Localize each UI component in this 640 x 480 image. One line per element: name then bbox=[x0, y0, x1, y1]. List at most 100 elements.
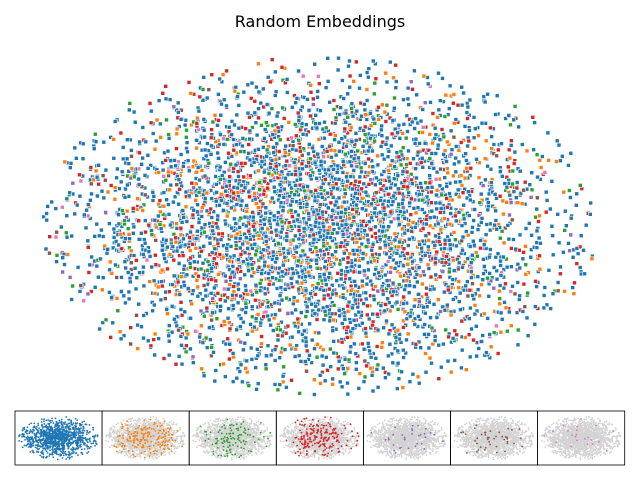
scatter-point bbox=[280, 262, 286, 268]
scatter-point bbox=[117, 186, 122, 191]
scatter-point bbox=[372, 206, 378, 211]
scatter-point bbox=[241, 319, 246, 325]
scatter-point bbox=[183, 189, 189, 195]
scatter-point bbox=[286, 220, 292, 225]
scatter-point bbox=[103, 317, 109, 323]
scatter-point bbox=[174, 182, 179, 187]
scatter-point bbox=[202, 229, 207, 235]
scatter-point bbox=[285, 282, 291, 288]
scatter-point bbox=[201, 283, 207, 288]
scatter-point bbox=[487, 332, 493, 337]
scatter-point bbox=[182, 283, 187, 288]
scatter-point bbox=[416, 291, 422, 297]
scatter-point bbox=[60, 269, 65, 275]
scatter-point bbox=[282, 286, 288, 292]
scatter-point bbox=[260, 145, 266, 150]
scatter-point bbox=[204, 345, 210, 350]
scatter-point bbox=[396, 122, 402, 128]
scatter-point bbox=[340, 170, 346, 175]
scatter-point bbox=[339, 268, 344, 273]
scatter-point bbox=[224, 68, 229, 74]
scatter-point bbox=[375, 153, 380, 159]
scatter-point bbox=[334, 278, 340, 283]
scatter-point bbox=[378, 186, 384, 192]
scatter-point bbox=[477, 200, 483, 205]
scatter-point bbox=[328, 235, 333, 240]
scatter-point bbox=[250, 328, 255, 334]
scatter-point bbox=[401, 263, 406, 269]
scatter-point bbox=[199, 323, 204, 329]
scatter-point bbox=[454, 243, 459, 249]
scatter-point bbox=[130, 206, 136, 211]
scatter-point bbox=[276, 241, 281, 246]
scatter-point bbox=[402, 216, 408, 221]
scatter-point bbox=[359, 113, 364, 119]
scatter-point bbox=[344, 183, 349, 189]
scatter-point bbox=[389, 158, 395, 163]
scatter-point bbox=[300, 248, 306, 254]
scatter-point bbox=[507, 212, 512, 218]
scatter-point bbox=[225, 336, 230, 342]
scatter-point bbox=[256, 211, 262, 216]
scatter-point bbox=[312, 346, 317, 352]
scatter-point bbox=[426, 299, 432, 305]
scatter-point bbox=[414, 92, 419, 98]
scatter-point bbox=[311, 237, 317, 242]
scatter-point bbox=[252, 191, 257, 196]
scatter-point bbox=[489, 146, 495, 151]
scatter-point bbox=[375, 162, 381, 168]
scatter-point bbox=[160, 243, 165, 248]
scatter-point bbox=[269, 195, 275, 201]
scatter-point bbox=[62, 262, 67, 267]
scatter-point bbox=[78, 178, 84, 184]
scatter-point bbox=[401, 325, 406, 330]
scatter-point bbox=[478, 220, 484, 225]
scatter-point bbox=[452, 358, 458, 363]
scatter-point bbox=[495, 351, 501, 356]
scatter-point bbox=[297, 390, 303, 396]
scatter-point bbox=[238, 215, 244, 221]
scatter-point bbox=[360, 251, 366, 256]
scatter-point bbox=[195, 202, 200, 207]
scatter-point bbox=[511, 237, 516, 242]
scatter-point bbox=[178, 307, 184, 312]
scatter-point bbox=[536, 235, 542, 241]
scatter-point bbox=[476, 346, 482, 351]
scatter-point bbox=[455, 187, 461, 193]
scatter-point bbox=[216, 272, 221, 277]
scatter-point bbox=[249, 357, 255, 362]
scatter-point bbox=[217, 164, 223, 170]
scatter-point bbox=[457, 290, 463, 296]
scatter-point bbox=[128, 341, 133, 347]
scatter-point bbox=[231, 284, 236, 289]
scatter-point bbox=[338, 215, 343, 220]
scatter-point bbox=[482, 156, 488, 161]
scatter-point bbox=[276, 149, 282, 154]
scatter-point bbox=[194, 121, 200, 126]
scatter-point bbox=[383, 119, 389, 124]
scatter-point bbox=[392, 126, 398, 132]
scatter-point bbox=[233, 162, 239, 168]
scatter-point bbox=[363, 330, 369, 336]
scatter-point bbox=[255, 346, 260, 352]
scatter-point bbox=[471, 337, 476, 343]
scatter-point bbox=[229, 119, 235, 124]
scatter-point bbox=[350, 236, 356, 242]
scatter-point bbox=[158, 135, 163, 140]
scatter-point bbox=[344, 174, 349, 180]
scatter-point bbox=[263, 239, 269, 244]
scatter-point bbox=[353, 351, 359, 357]
scatter-point bbox=[224, 137, 230, 142]
scatter-point bbox=[204, 95, 210, 101]
scatter-point bbox=[433, 256, 439, 261]
scatter-point bbox=[328, 200, 334, 206]
scatter-point bbox=[286, 250, 291, 256]
scatter-point bbox=[296, 212, 301, 218]
scatter-point bbox=[300, 184, 306, 190]
scatter-point bbox=[251, 214, 256, 220]
scatter-point bbox=[183, 349, 189, 355]
scatter-point bbox=[115, 166, 120, 172]
scatter-point bbox=[172, 316, 177, 322]
scatter-point bbox=[58, 224, 64, 230]
scatter-point bbox=[363, 296, 369, 302]
